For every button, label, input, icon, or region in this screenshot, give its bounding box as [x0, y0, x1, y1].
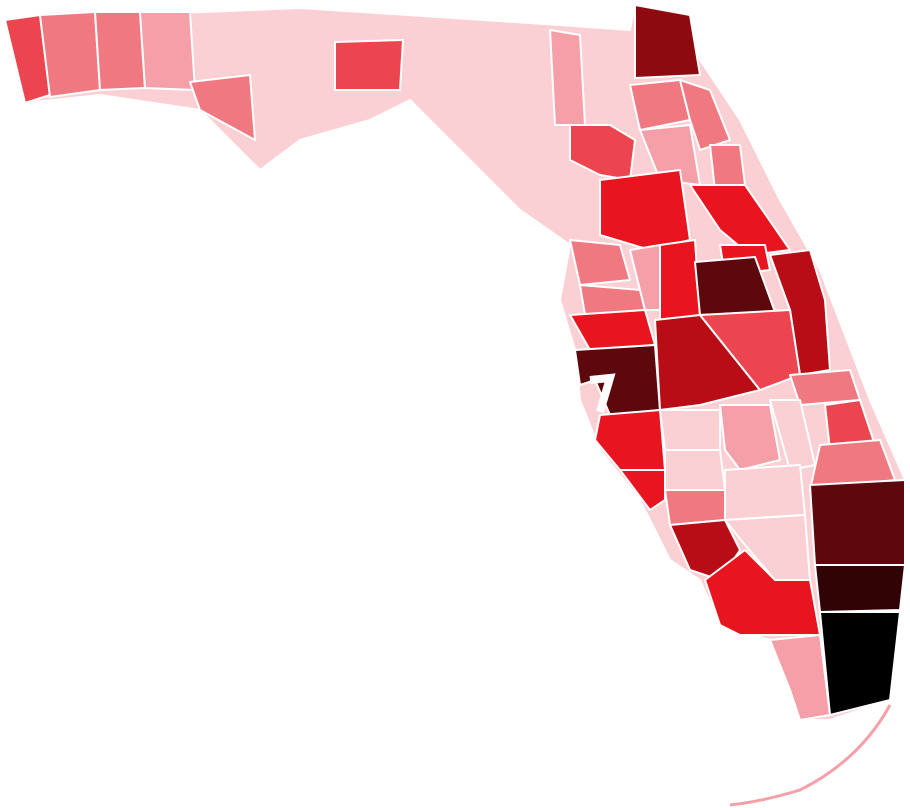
- county: [549, 29, 586, 126]
- county: [719, 404, 781, 471]
- county: [619, 469, 666, 511]
- county: [814, 564, 906, 613]
- county: [569, 239, 631, 286]
- county: [594, 409, 666, 471]
- county: [94, 11, 146, 91]
- county: [39, 11, 101, 98]
- florida-keys: [729, 704, 892, 807]
- county: [664, 449, 726, 491]
- county: [654, 314, 761, 411]
- counties: [4, 4, 906, 721]
- tampa-bay: [589, 373, 616, 414]
- county: [659, 239, 701, 321]
- county: [709, 144, 746, 191]
- county: [689, 184, 791, 256]
- county: [724, 464, 806, 521]
- county: [634, 4, 701, 79]
- county: [659, 409, 721, 451]
- county: [599, 169, 691, 251]
- county: [334, 39, 404, 91]
- county: [139, 11, 196, 91]
- county: [769, 634, 831, 721]
- county: [664, 489, 726, 526]
- county: [189, 74, 256, 141]
- county: [704, 549, 821, 636]
- county: [819, 611, 901, 716]
- county: [809, 479, 906, 566]
